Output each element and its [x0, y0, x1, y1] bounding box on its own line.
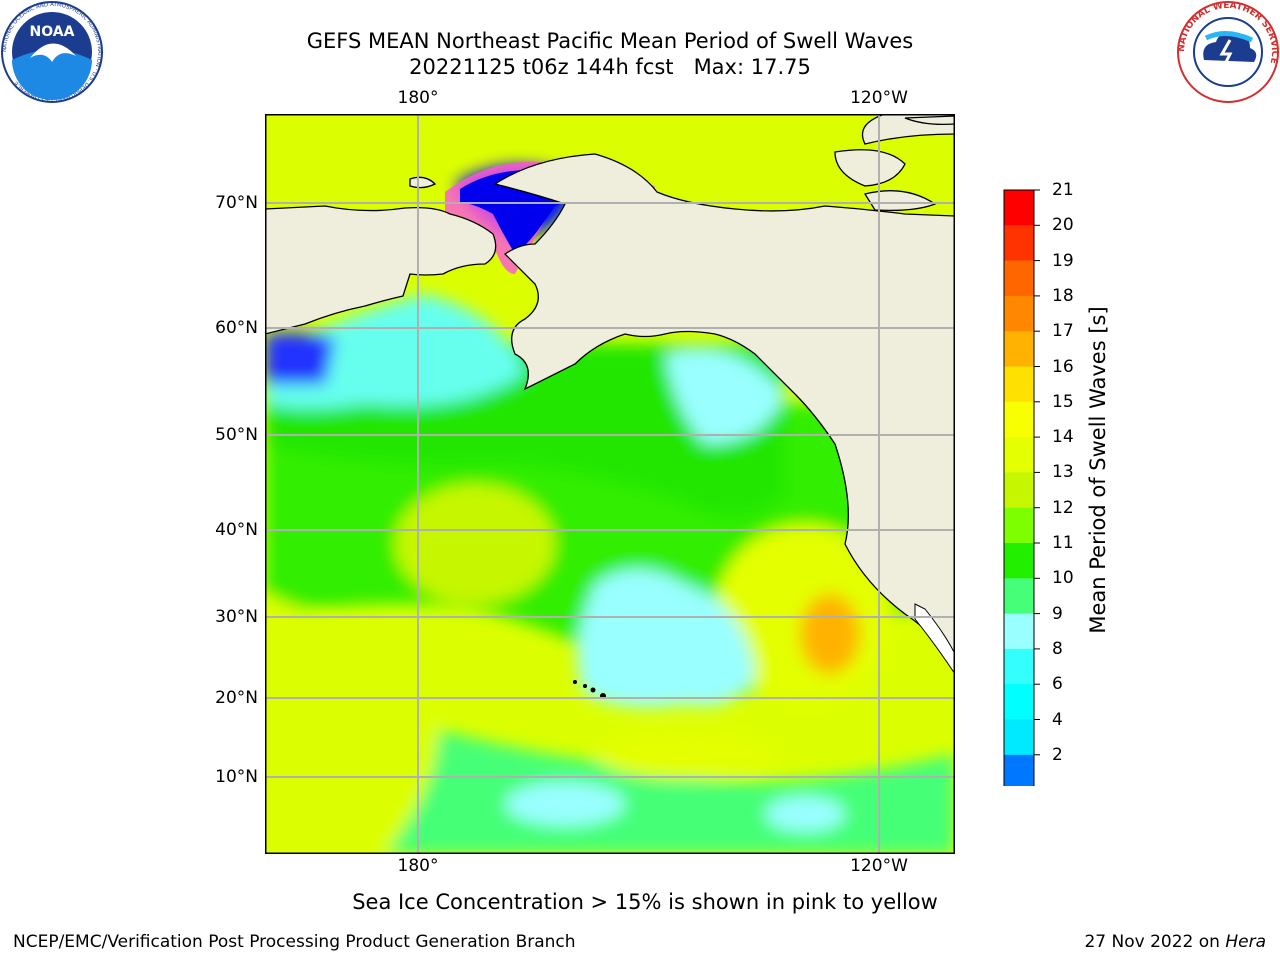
chart-title: GEFS MEAN Northeast Pacific Mean Period … [306, 29, 914, 53]
colorbar-band-undefined [1004, 754, 1034, 786]
colorbar-tick-label-20: 20 [1052, 215, 1074, 236]
sea-ice-caption: Sea Ice Concentration > 15% is shown in … [352, 890, 938, 914]
swell-field-shading [265, 166, 955, 854]
colorbar-label: Mean Period of Swell Waves [s] [1086, 306, 1110, 634]
colorbar-tick-label-21: 21 [1052, 180, 1074, 200]
lon-label-bottom-180: 180° [397, 856, 439, 876]
colorbar-tick-label-19: 19 [1052, 250, 1074, 271]
lat-label-70n: 70°N [215, 193, 258, 213]
colorbar-band-16 [1004, 331, 1034, 367]
colorbar-band-2 [1004, 719, 1034, 756]
graticule [265, 114, 955, 854]
colorbar-tick-label-12: 12 [1052, 497, 1074, 518]
lat-label-50n: 50°N [215, 425, 258, 445]
colorbar-tick-label-8: 8 [1052, 638, 1063, 659]
colorbar-band-12 [1004, 472, 1034, 509]
colorbar-tick-label-17: 17 [1052, 321, 1074, 342]
colorbar-tick-label-16: 16 [1052, 356, 1074, 377]
colorbar-tick-label-4: 4 [1052, 709, 1063, 730]
colorbar-band-11 [1004, 507, 1034, 544]
noaa-logo-text: NOAA [30, 24, 75, 40]
colorbar-band-20 [1004, 190, 1034, 226]
footer-host: Hera [1225, 932, 1266, 952]
lon-label-bottom-120w: 120°W [850, 856, 908, 876]
colorbar-tick-label-14: 14 [1052, 427, 1074, 448]
colorbar-tick-label-9: 9 [1052, 603, 1063, 624]
lon-label-top-120w: 120°W [850, 88, 908, 108]
colorbar-tick-label-18: 18 [1052, 285, 1074, 306]
colorbar-band-15 [1004, 366, 1034, 403]
colorbar-tick-label-6: 6 [1052, 674, 1063, 695]
colorbar-tick-label-2: 2 [1052, 744, 1063, 765]
map-frame [265, 114, 955, 854]
land-masses [265, 114, 955, 666]
lat-label-40n: 40°N [215, 520, 258, 540]
nws-logo: NATIONAL WEATHER SERVICE [1177, 1, 1279, 103]
footer-branch: NCEP/EMC/Verification Post Processing Pr… [13, 932, 576, 952]
swell-period-map [265, 114, 955, 854]
colorbar-band-19 [1004, 225, 1034, 262]
land-siberia [265, 205, 497, 335]
colorbar-band-13 [1004, 437, 1034, 473]
colorbar-band-18 [1004, 260, 1034, 297]
land-alaska-canada [493, 153, 955, 666]
colorbar-band-14 [1004, 401, 1034, 438]
colorbar-band-6 [1004, 648, 1034, 685]
lon-label-top-180: 180° [397, 88, 439, 108]
lat-label-60n: 60°N [215, 318, 258, 338]
colorbar-tick-label-13: 13 [1052, 462, 1074, 483]
colorbar-band-4 [1004, 684, 1034, 720]
colorbar-frame [1003, 189, 1035, 786]
footer-date: 27 Nov 2022 on Hera [1084, 932, 1266, 952]
colorbar-band-9 [1004, 578, 1034, 615]
colorbar-tick-label-10: 10 [1052, 568, 1074, 589]
noaa-logo: NATIONAL OCEANIC AND ATMOSPHERIC ADMINIS… [1, 1, 103, 103]
lat-label-20n: 20°N [215, 688, 258, 708]
colorbar [1003, 189, 1040, 786]
colorbar-band-10 [1004, 543, 1034, 579]
footer-date-text: 27 Nov 2022 on [1084, 932, 1226, 952]
colorbar-band-17 [1004, 295, 1034, 332]
lat-label-30n: 30°N [215, 607, 258, 627]
colorbar-tick-label-11: 11 [1052, 533, 1074, 553]
colorbar-tick-label-15: 15 [1052, 391, 1074, 412]
colorbar-band-8 [1004, 613, 1034, 650]
chart-subtitle: 20221125 t06z 144h fcst Max: 17.75 [409, 55, 811, 79]
lat-label-10n: 10°N [215, 767, 258, 787]
